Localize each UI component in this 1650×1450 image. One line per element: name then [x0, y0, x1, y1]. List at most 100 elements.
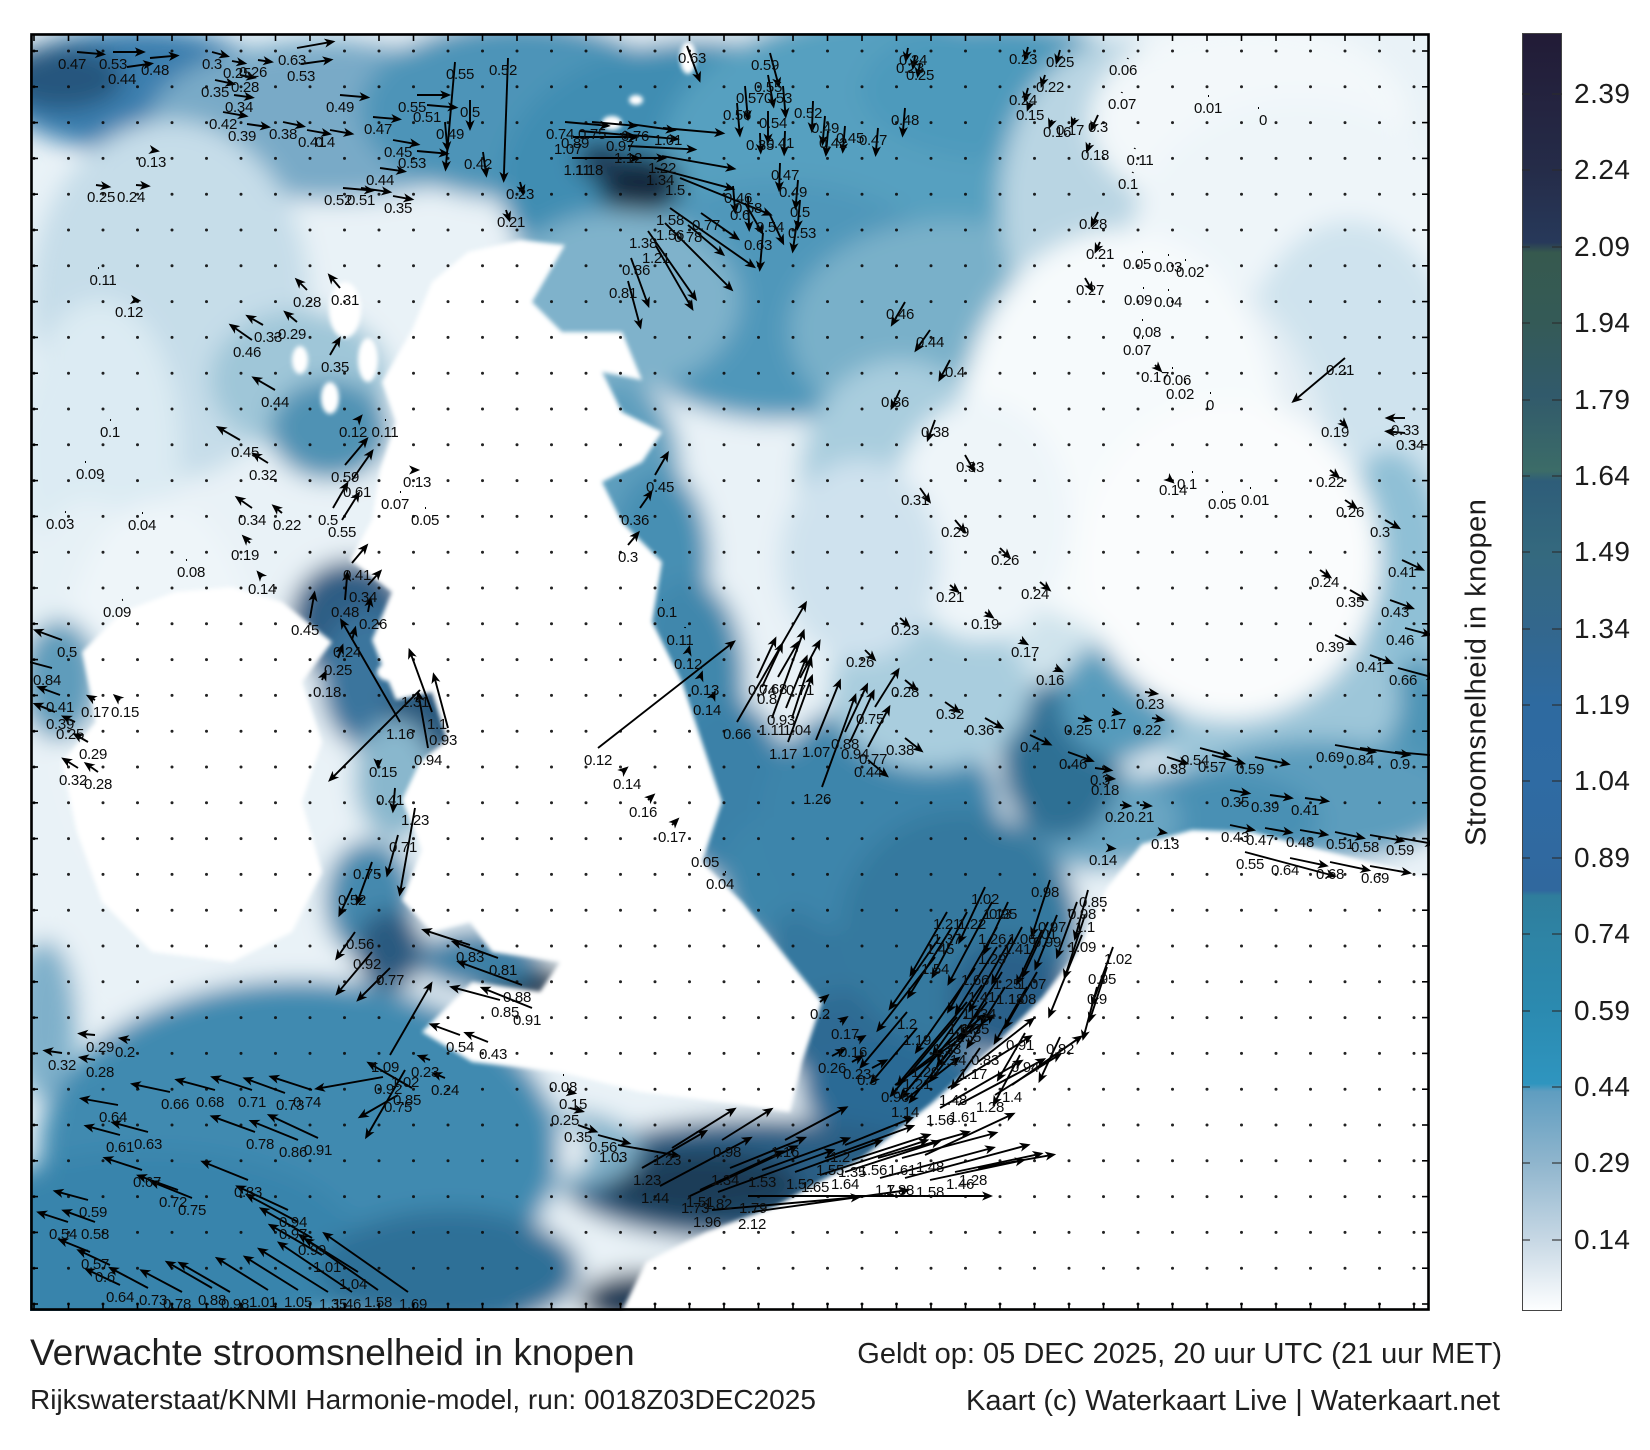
svg-text:1.55: 1.55	[816, 1162, 844, 1179]
svg-text:0.97: 0.97	[606, 138, 634, 155]
colorbar-tick-mark	[1552, 704, 1562, 707]
svg-text:1.04: 1.04	[783, 722, 811, 739]
svg-text:0.32: 0.32	[59, 772, 87, 789]
svg-text:1.23: 1.23	[653, 1152, 681, 1169]
svg-text:1.28: 1.28	[959, 1172, 987, 1189]
svg-text:0.2: 0.2	[810, 1006, 830, 1023]
svg-text:0.46: 0.46	[1059, 756, 1087, 773]
svg-text:0.29: 0.29	[79, 746, 107, 763]
svg-text:1.29: 1.29	[911, 1064, 939, 1081]
svg-text:0.94: 0.94	[279, 1214, 307, 1231]
svg-text:0.41: 0.41	[343, 567, 371, 584]
svg-text:1.41: 1.41	[1003, 941, 1031, 958]
svg-text:0.53: 0.53	[764, 90, 792, 107]
svg-text:1.14: 1.14	[891, 1104, 919, 1121]
svg-text:0.75: 0.75	[384, 1099, 412, 1116]
svg-text:0.86: 0.86	[279, 1144, 307, 1161]
svg-text:0.83: 0.83	[456, 949, 484, 966]
colorbar-tick-mark	[1522, 1085, 1530, 1088]
svg-text:0.73: 0.73	[276, 1097, 304, 1114]
svg-text:0.01: 0.01	[1241, 492, 1269, 509]
svg-text:0.03: 0.03	[1154, 259, 1182, 276]
svg-text:1.13: 1.13	[983, 906, 1011, 923]
svg-text:0.24: 0.24	[1009, 92, 1037, 109]
svg-text:1.35: 1.35	[838, 1164, 866, 1181]
svg-text:0.77: 0.77	[692, 217, 720, 234]
svg-text:0.88: 0.88	[198, 1292, 226, 1309]
colorbar-tick-mark	[1552, 245, 1562, 248]
svg-text:0.52: 0.52	[489, 62, 517, 79]
svg-text:0.76: 0.76	[621, 128, 649, 145]
svg-text:0.43: 0.43	[1381, 604, 1409, 621]
svg-text:0.81: 0.81	[609, 285, 637, 302]
svg-text:1.09: 1.09	[1068, 939, 1096, 956]
svg-text:1.06: 1.06	[1008, 931, 1036, 948]
svg-text:0.31: 0.31	[331, 292, 359, 309]
svg-text:0.3: 0.3	[202, 56, 222, 73]
svg-text:0.11: 0.11	[667, 632, 694, 649]
svg-text:0.48: 0.48	[141, 62, 169, 79]
svg-text:0.13: 0.13	[138, 154, 166, 171]
svg-text:0.67: 0.67	[133, 1174, 161, 1191]
svg-text:0.9: 0.9	[1087, 991, 1107, 1008]
svg-text:0.63: 0.63	[744, 237, 772, 254]
svg-text:0.23: 0.23	[891, 622, 919, 639]
svg-text:1.54: 1.54	[921, 961, 949, 978]
svg-text:0.49: 0.49	[811, 120, 839, 137]
svg-text:1.53: 1.53	[748, 1174, 776, 1191]
svg-text:1.66: 1.66	[961, 972, 989, 989]
svg-text:0.12: 0.12	[674, 656, 702, 673]
svg-text:0.66: 0.66	[1389, 672, 1417, 689]
svg-text:0.14: 0.14	[613, 776, 641, 793]
svg-text:1.01: 1.01	[654, 132, 682, 149]
svg-text:0.64: 0.64	[106, 1289, 134, 1306]
svg-text:0.17: 0.17	[831, 1026, 859, 1043]
svg-text:0.69: 0.69	[1316, 749, 1344, 766]
svg-text:0.45: 0.45	[646, 479, 674, 496]
svg-text:1.05: 1.05	[284, 1294, 312, 1311]
svg-text:0.17: 0.17	[81, 704, 109, 721]
svg-text:0.08: 0.08	[1133, 324, 1161, 341]
svg-text:1.21: 1.21	[933, 916, 961, 933]
svg-text:1.51: 1.51	[686, 1194, 714, 1211]
svg-text:0.14: 0.14	[693, 702, 721, 719]
svg-text:0.28: 0.28	[86, 1064, 114, 1081]
svg-text:0.28: 0.28	[84, 776, 112, 793]
model-run-label: Rijkswaterstaat/KNMI Harmonie-model, run…	[30, 1384, 816, 1415]
svg-text:0.46: 0.46	[1386, 632, 1414, 649]
svg-text:0.58: 0.58	[81, 1226, 109, 1243]
svg-text:0.86: 0.86	[622, 262, 650, 279]
colorbar-tick-mark	[1522, 780, 1530, 783]
svg-text:0.31: 0.31	[901, 492, 929, 509]
svg-text:0.24: 0.24	[1021, 586, 1049, 603]
svg-text:0.78: 0.78	[246, 1136, 274, 1153]
svg-text:0.55: 0.55	[446, 66, 474, 83]
svg-text:0.12: 0.12	[339, 424, 367, 441]
svg-text:0.51: 0.51	[413, 109, 441, 126]
svg-text:0.94: 0.94	[841, 746, 869, 763]
svg-text:1.34: 1.34	[646, 172, 674, 189]
svg-text:0.09: 0.09	[1124, 292, 1152, 309]
svg-text:0.74: 0.74	[293, 1094, 321, 1111]
svg-text:0.98: 0.98	[221, 1296, 249, 1311]
svg-text:0.43: 0.43	[1221, 829, 1249, 846]
svg-text:0.83: 0.83	[234, 1184, 262, 1201]
svg-text:0.04: 0.04	[128, 517, 156, 534]
svg-text:0.97: 0.97	[279, 1226, 307, 1243]
svg-text:1.58: 1.58	[916, 1184, 944, 1201]
svg-text:0.9: 0.9	[1390, 756, 1410, 773]
colorbar-tick-label: 0.59	[1574, 994, 1631, 1026]
svg-text:0.5: 0.5	[460, 104, 480, 121]
svg-text:0.3: 0.3	[1088, 119, 1108, 136]
svg-text:1.96: 1.96	[693, 1214, 721, 1231]
svg-text:0.41: 0.41	[766, 135, 794, 152]
svg-text:1.34: 1.34	[968, 1006, 996, 1023]
svg-text:1.22: 1.22	[648, 160, 676, 177]
svg-text:0.47: 0.47	[364, 121, 392, 138]
svg-text:0.95: 0.95	[989, 906, 1017, 923]
credit-label: Kaart (c) Waterkaart Live | Waterkaart.n…	[966, 1385, 1500, 1417]
svg-text:0.34: 0.34	[225, 99, 253, 116]
svg-text:0.34: 0.34	[349, 589, 377, 606]
svg-text:0.39: 0.39	[1251, 799, 1279, 816]
svg-text:0.48: 0.48	[331, 604, 359, 621]
